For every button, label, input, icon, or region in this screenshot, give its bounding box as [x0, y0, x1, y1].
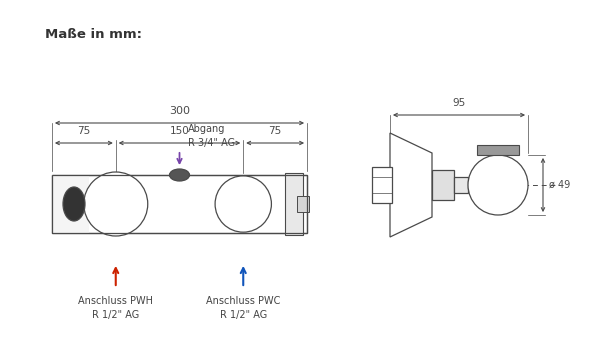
- Text: 75: 75: [77, 126, 91, 136]
- Bar: [52, 175, 307, 233]
- Bar: [432, 170, 454, 200]
- Text: 300: 300: [169, 106, 190, 116]
- Ellipse shape: [170, 169, 190, 181]
- Bar: [52, 175, 89, 233]
- Text: Maße in mm:: Maße in mm:: [45, 28, 142, 41]
- Bar: [477, 145, 519, 155]
- Bar: [372, 167, 392, 203]
- Text: ø 49: ø 49: [549, 180, 570, 190]
- Polygon shape: [390, 133, 432, 237]
- Text: Anschluss PWH
R 1/2" AG: Anschluss PWH R 1/2" AG: [78, 296, 153, 320]
- Text: 150: 150: [170, 126, 190, 136]
- Bar: [285, 173, 303, 235]
- Bar: [52, 175, 307, 233]
- Text: 95: 95: [452, 98, 466, 108]
- Circle shape: [215, 176, 271, 232]
- Bar: [454, 177, 468, 193]
- Ellipse shape: [63, 187, 85, 221]
- Circle shape: [84, 172, 148, 236]
- Text: 75: 75: [269, 126, 282, 136]
- Circle shape: [468, 155, 528, 215]
- Bar: [297, 196, 309, 212]
- Text: Abgang
R 3/4" AG: Abgang R 3/4" AG: [187, 124, 235, 148]
- Text: Anschluss PWC
R 1/2" AG: Anschluss PWC R 1/2" AG: [206, 296, 280, 320]
